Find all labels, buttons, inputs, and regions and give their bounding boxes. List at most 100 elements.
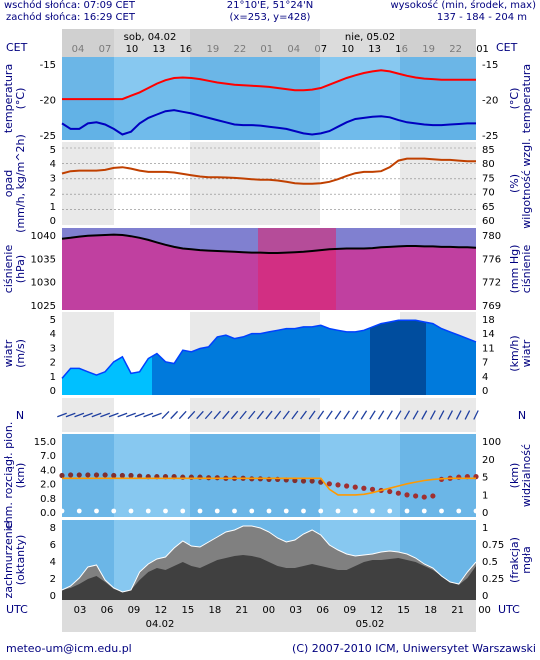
fog-point-14 [180, 508, 186, 514]
temperature-line [62, 69, 476, 101]
wind-arrow-29 [308, 410, 316, 420]
clouds-panel: 8 6 4 2 0 1 0.75 0.5 0.25 0 zachmurzenie (oktanty) (… [2, 520, 533, 602]
wind-arrow-37 [377, 410, 385, 420]
temperature-ytick-right-1: -20 [482, 96, 498, 107]
cloud-base-point-0 [59, 472, 65, 479]
visibility-ytick-right-3: 1 [482, 490, 488, 501]
top-time-axis: sob, 04.02 nie, 05.02 CET CET 0407101316… [6, 29, 518, 57]
temperature-unit-left: (°C) [14, 88, 27, 110]
dewpoint-line [61, 109, 476, 136]
wind-arrow-30 [317, 410, 325, 420]
utc-tick-10: 09 [343, 605, 356, 616]
cet-tick-10: 10 [341, 44, 354, 55]
wind-ytick-right-4: 4 [482, 372, 488, 383]
fog-point-32 [335, 508, 341, 514]
wind-arrow-40 [403, 410, 411, 420]
wind-arrow-48 [473, 410, 479, 420]
cloud-base-point-3 [85, 472, 91, 478]
temperature-ytick-right-2: -25 [482, 131, 498, 142]
fog-point-16 [197, 508, 203, 514]
top-day2-label: nie, 05.02 [345, 32, 395, 43]
fog-point-40 [404, 508, 410, 514]
visibility-ytick-left-2: 4.0 [40, 465, 56, 476]
utc-tick-15: 00 [478, 605, 491, 616]
cloud-base-point-27 [292, 477, 298, 484]
wind-arrow-1 [65, 412, 76, 418]
wind-arrow-38 [386, 410, 393, 420]
utc-tick-1: 06 [101, 605, 114, 616]
footer-email[interactable]: meteo-um@icm.edu.pl [6, 642, 132, 655]
fog-point-28 [301, 508, 306, 514]
pressure-ytick-left-2: 1030 [31, 278, 56, 289]
wind-arrow-8 [126, 412, 136, 418]
utc-tick-8: 03 [289, 605, 302, 616]
clouds-ytick-left-1: 6 [50, 540, 56, 551]
temperature-fill [62, 70, 476, 140]
fog-point-24 [266, 508, 272, 514]
wind-arrow-22 [248, 410, 256, 420]
wind-arrow-31 [326, 410, 333, 420]
wind-arrow-42 [421, 410, 428, 420]
cloud-base-point-28 [300, 478, 307, 484]
wind-arrow-43 [429, 410, 436, 420]
wind-arrow-13 [170, 410, 179, 420]
cloud-base-point-7 [119, 472, 125, 479]
cloud-base-point-41 [413, 493, 419, 499]
precipitation-ytick-left-3: 2 [50, 188, 56, 199]
cet-tick-4: 16 [180, 44, 193, 55]
cloud-base-point-6 [111, 472, 117, 479]
wind-ytick-right-3: 7 [482, 358, 488, 369]
wind-arrow-26 [282, 410, 290, 420]
elevation-label: wysokość (min, środek, max) [390, 0, 536, 11]
visibility-ytick-right-4: 0 [482, 508, 488, 519]
utc-tick-9: 06 [316, 605, 329, 616]
fog-point-4 [94, 508, 99, 514]
pressure-ylabel-left: ciśnienie [2, 245, 15, 294]
utc-tick-14: 21 [451, 605, 464, 616]
cloud-base-point-36 [369, 486, 376, 492]
cet-tick-9: 07 [314, 44, 327, 55]
clouds-ylabel-right: mgła [520, 546, 533, 574]
cet-right-label: CET [496, 41, 518, 54]
wind-peak-band [370, 320, 426, 395]
wind-arrow-41 [412, 410, 419, 420]
wind-arrow-21 [239, 410, 247, 420]
cloud-base-point-5 [102, 472, 108, 478]
wind-ytick-right-0: 18 [482, 315, 495, 326]
bottom-day1-label: 04.02 [146, 619, 175, 630]
wind-arrow-46 [455, 410, 462, 420]
pressure-line [61, 233, 477, 254]
fog-point-26 [283, 508, 289, 514]
visibility-ytick-left-5: 0.0 [40, 508, 56, 519]
wind-arrow-9 [134, 412, 145, 418]
pressure-ytick-left-3: 1025 [31, 301, 56, 312]
visibility-ytick-right-1: 20 [482, 455, 495, 466]
wind-arrow-27 [291, 410, 299, 420]
fog-point-22 [249, 508, 255, 514]
fog-point-48 [473, 508, 479, 514]
wind-dir-right-n: N [518, 409, 526, 422]
wind-dir-left-n: N [16, 409, 24, 422]
fog-point-36 [370, 508, 375, 514]
temperature-ytick-right-0: -15 [482, 60, 498, 71]
pressure-ytick-right-0: 780 [482, 231, 501, 242]
wind-arrow-28 [300, 410, 307, 420]
clouds-low-fill [62, 555, 476, 600]
wind-ytick-left-5: 0 [50, 386, 56, 397]
fog-point-8 [128, 508, 134, 514]
pressure-ytick-right-3: 769 [482, 301, 501, 312]
visibility-ytick-left-4: 0.8 [40, 494, 56, 505]
wind-line [61, 319, 477, 379]
utc-tick-3: 12 [155, 605, 168, 616]
cloud-base-point-43 [430, 493, 436, 499]
cloud-base-point-8 [128, 472, 134, 479]
grid-text: (x=253, y=428) [230, 12, 311, 23]
wind-arrow-11 [151, 412, 162, 418]
cloud-base-point-40 [404, 492, 410, 498]
temperature-ylabel-left: temperatura [2, 64, 15, 133]
temperature-ytick-left-0: -15 [40, 60, 56, 71]
precipitation-ytick-left-2: 3 [50, 173, 56, 184]
utc-tick-2: 09 [128, 605, 141, 616]
pressure-ytick-right-2: 772 [482, 278, 501, 289]
